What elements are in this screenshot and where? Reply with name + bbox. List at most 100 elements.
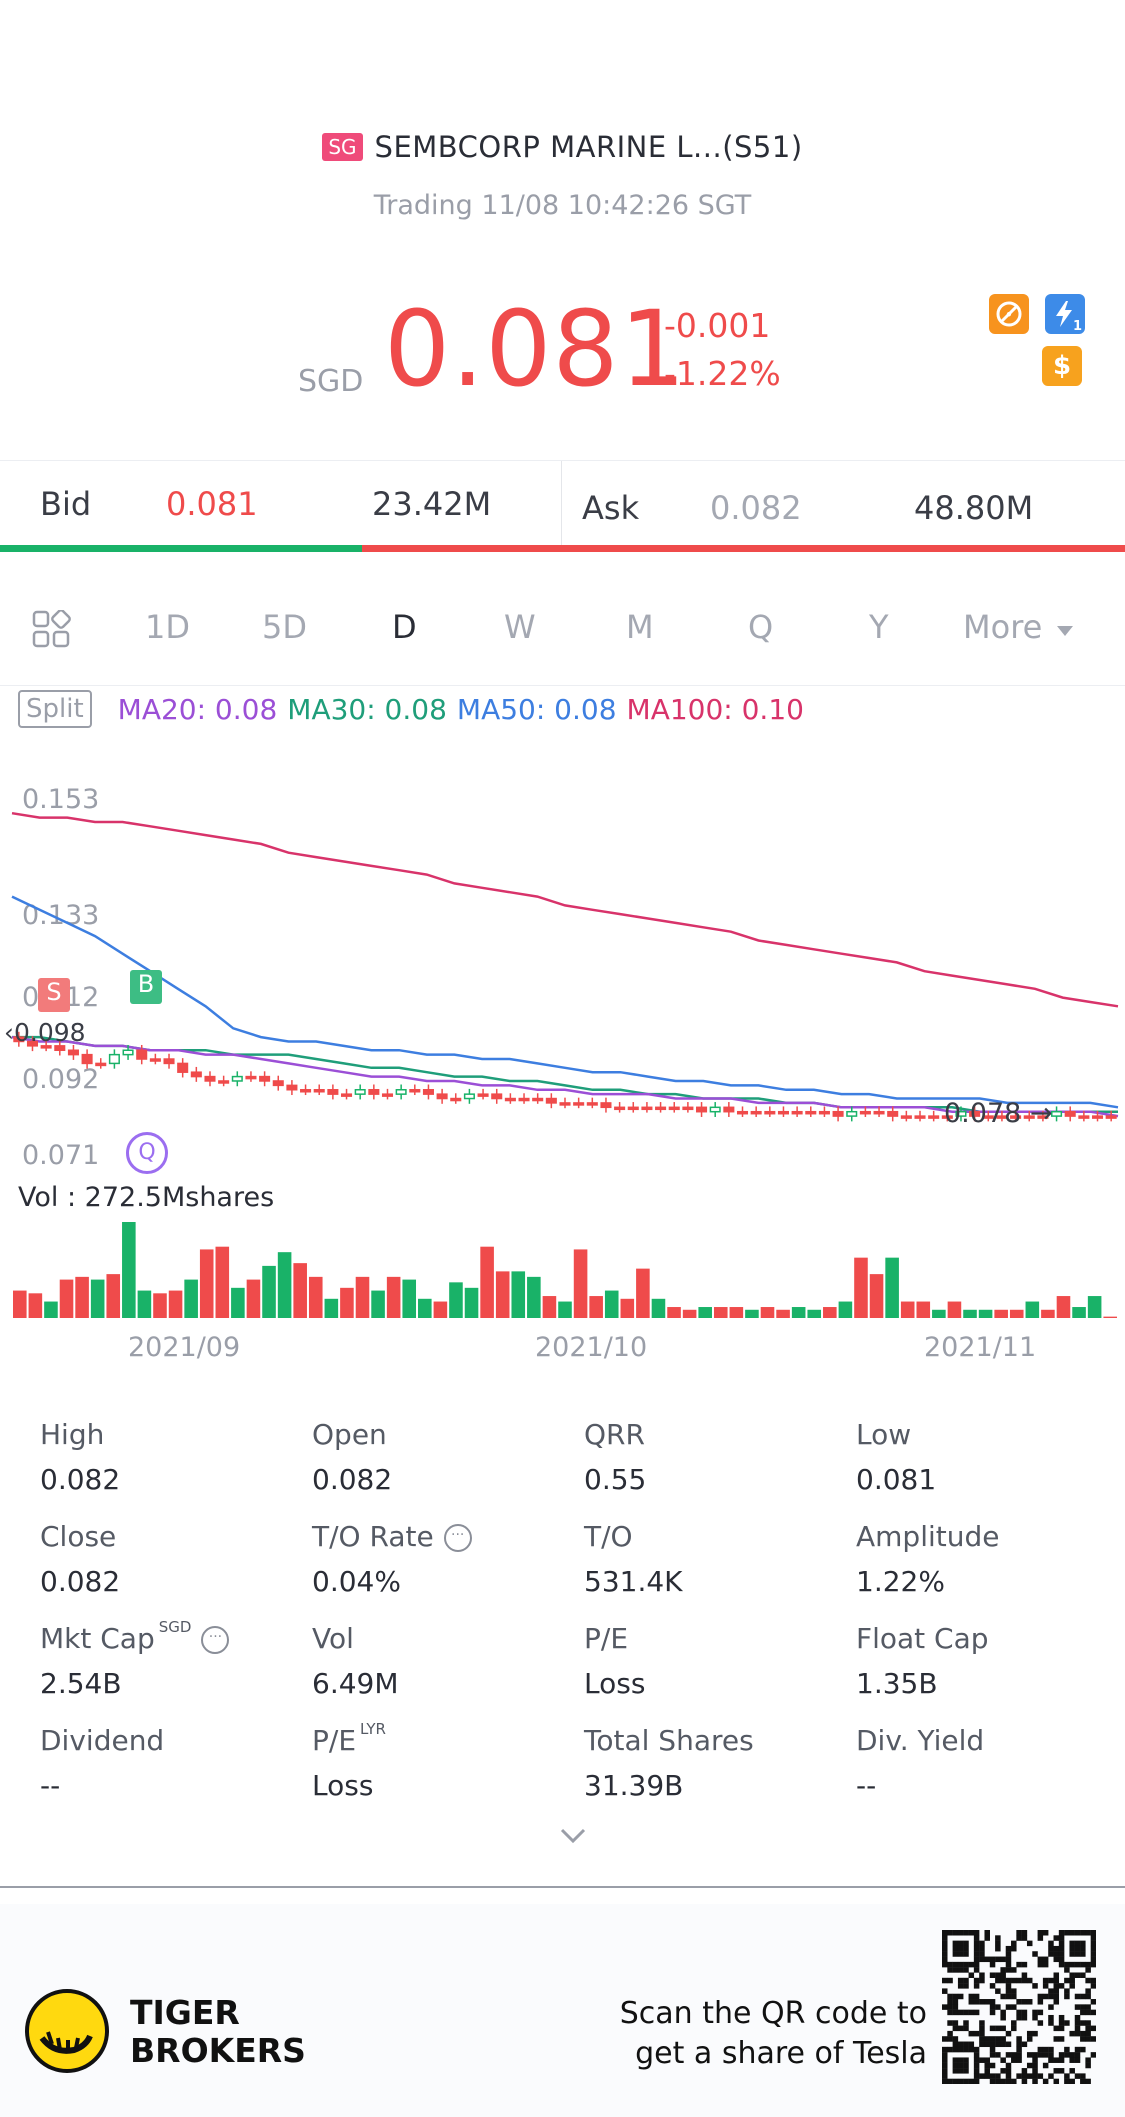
- stat-label: Vol: [312, 1622, 572, 1655]
- qr-code-icon[interactable]: [942, 1930, 1096, 2084]
- stat-cell: Total Shares 31.39B: [584, 1724, 844, 1802]
- promo-line-2: get a share of Tesla: [635, 2036, 927, 2071]
- last-price: 0.081: [384, 288, 687, 410]
- volume-bar: [293, 1263, 307, 1318]
- split-toggle-button[interactable]: Split: [18, 690, 92, 728]
- candle-body: [13, 1036, 25, 1043]
- candle-body: [559, 1102, 571, 1106]
- price-change: -0.001: [664, 306, 771, 345]
- candle-body: [1010, 1115, 1022, 1119]
- stat-label-text: T/O Rate: [312, 1520, 434, 1553]
- volume-bar: [667, 1307, 681, 1318]
- volume-bar: [1056, 1296, 1071, 1318]
- tab-1d[interactable]: 1D: [145, 608, 190, 646]
- x-tick-label: 2021/10: [535, 1332, 648, 1363]
- buy-marker[interactable]: B: [130, 970, 162, 1004]
- tab-year[interactable]: Y: [869, 608, 889, 646]
- tab-month[interactable]: M: [626, 608, 654, 646]
- volume-bar: [231, 1287, 245, 1318]
- volume-bar: [698, 1307, 712, 1318]
- volume-bar: [589, 1296, 603, 1318]
- candle-body: [928, 1115, 940, 1119]
- volume-bar: [776, 1309, 790, 1318]
- candle-body: [1078, 1115, 1090, 1119]
- candle-body: [136, 1049, 148, 1060]
- volume-bar: [838, 1301, 853, 1318]
- stat-label-text: High: [40, 1418, 105, 1451]
- tab-day[interactable]: D: [392, 608, 417, 646]
- stat-value: 0.081: [856, 1463, 937, 1496]
- tab-more[interactable]: More: [963, 608, 1073, 646]
- lightning-icon[interactable]: 1: [1045, 294, 1085, 334]
- candle-body: [204, 1075, 216, 1082]
- ma50-line: [11, 895, 1119, 1109]
- candle-body: [655, 1106, 667, 1111]
- stat-label-text: Low: [856, 1418, 912, 1451]
- volume-bar: [542, 1296, 557, 1318]
- stat-value: 6.49M: [312, 1667, 399, 1700]
- stat-label: P/E: [584, 1622, 844, 1655]
- volume-bar: [511, 1271, 526, 1318]
- dollar-glyph: $: [1052, 351, 1072, 381]
- brand-line-2: BROKERS: [130, 2031, 306, 2070]
- volume-bar: [994, 1309, 1008, 1318]
- candle-body: [491, 1093, 503, 1100]
- tab-quarter[interactable]: Q: [748, 608, 774, 646]
- volume-label: Vol : 272.5Mshares: [18, 1182, 275, 1213]
- volume-bar: [106, 1274, 121, 1318]
- market-badge: SG: [322, 133, 363, 161]
- candle-body: [805, 1110, 817, 1115]
- stock-title[interactable]: SEMBCORP MARINE L...(S51): [374, 130, 803, 164]
- volume-bar: [184, 1279, 198, 1318]
- tab-5d[interactable]: 5D: [262, 608, 307, 646]
- svg-text:•: •: [1005, 308, 1013, 322]
- volume-bar: [573, 1249, 588, 1318]
- query-q-icon[interactable]: Q: [126, 1132, 168, 1174]
- price-chart[interactable]: 0.153 0.133 0.112 0.092 0.071 S B ‹0.098…: [0, 760, 1125, 1363]
- y-tick-label: 0.071: [22, 1140, 100, 1171]
- stat-cell: Dividend --: [40, 1724, 300, 1802]
- volume-bar: [59, 1279, 74, 1318]
- stat-value: 0.04%: [312, 1565, 401, 1598]
- y-tick-label: 0.092: [22, 1064, 100, 1095]
- candle-body: [436, 1093, 448, 1100]
- candle-body: [108, 1053, 120, 1065]
- volume-bar: [324, 1298, 339, 1318]
- candle-body: [67, 1049, 79, 1056]
- volume-bar: [75, 1276, 89, 1318]
- candle-body: [614, 1106, 626, 1111]
- tab-week[interactable]: W: [504, 608, 536, 646]
- volume-bar: [371, 1290, 385, 1318]
- sell-marker[interactable]: S: [38, 978, 70, 1012]
- candle-body: [887, 1110, 899, 1117]
- candle-body: [955, 1110, 967, 1117]
- volume-bar: [1072, 1307, 1086, 1318]
- stat-label: T/O: [584, 1520, 844, 1553]
- info-more-icon[interactable]: ···: [201, 1626, 230, 1654]
- caret-down-icon: [1056, 626, 1073, 636]
- info-more-icon[interactable]: ···: [443, 1524, 472, 1552]
- stat-label: P/E LYR: [312, 1720, 572, 1757]
- tab-more-label: More: [963, 608, 1043, 646]
- candle-body: [791, 1110, 803, 1115]
- candle-body: [231, 1075, 243, 1082]
- volume-bar: [869, 1274, 884, 1318]
- volume-bar: [90, 1279, 105, 1318]
- layout-grid-icon[interactable]: [32, 610, 72, 650]
- bid-price: 0.081: [166, 485, 258, 523]
- ma20-line: [11, 1035, 1119, 1118]
- expand-chevron-down-icon[interactable]: [560, 1828, 586, 1844]
- stat-value: 0.082: [40, 1463, 121, 1496]
- promo-text: Scan the QR code to get a share of Tesla: [620, 1994, 927, 2074]
- dollar-icon[interactable]: $: [1042, 346, 1082, 386]
- candle-body: [573, 1102, 585, 1106]
- volume-bar: [449, 1282, 463, 1318]
- volume-bar: [418, 1298, 432, 1318]
- no-short-icon[interactable]: •: [989, 294, 1029, 334]
- candle-body: [463, 1093, 475, 1100]
- candle-body: [40, 1045, 52, 1049]
- volume-bar: [978, 1309, 993, 1318]
- ma30-line: [12, 1035, 1118, 1113]
- y-tick-label: 0.153: [22, 784, 100, 815]
- volume-bar: [137, 1290, 152, 1318]
